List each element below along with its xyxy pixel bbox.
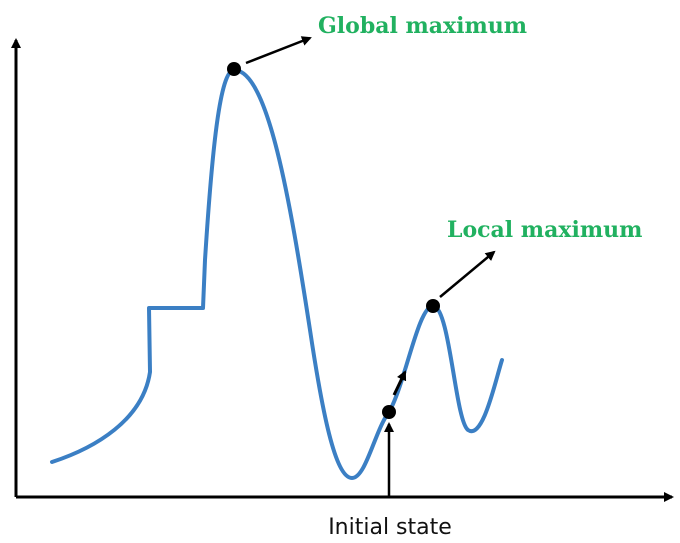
objective-curve <box>50 68 504 480</box>
climb-direction-arrow <box>392 370 407 396</box>
initial-state-point <box>382 405 396 419</box>
local-maximum-point <box>426 299 440 313</box>
global-maximum-label: Global maximum <box>318 13 527 39</box>
initial-state-label: Initial state <box>328 515 452 540</box>
local-maximum-label: Local maximum <box>447 217 642 243</box>
global-maximum-point <box>227 62 241 76</box>
global-maximum-arrow <box>245 36 312 65</box>
local-maximum-arrow <box>439 250 496 298</box>
